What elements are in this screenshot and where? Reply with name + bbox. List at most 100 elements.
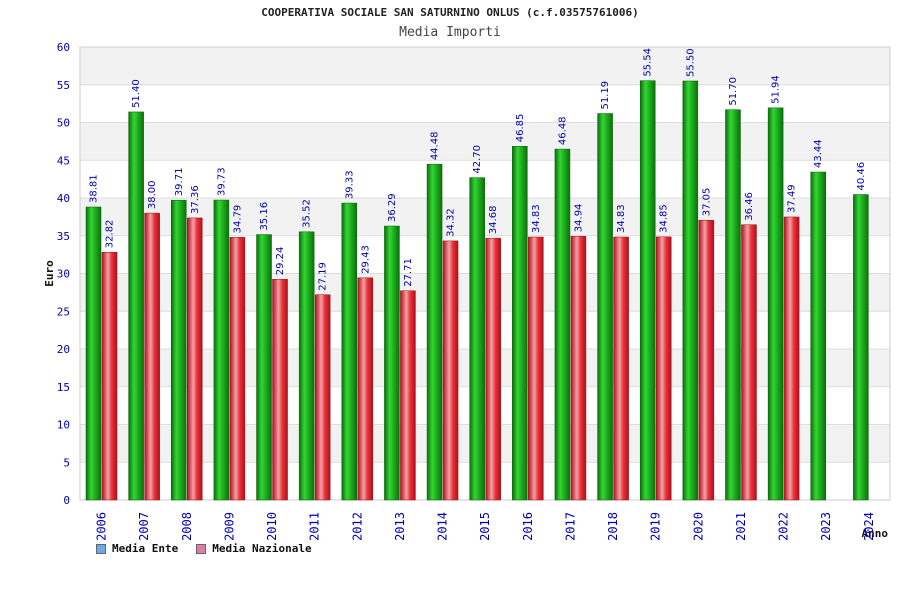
x-tick-label: 2011	[308, 512, 322, 541]
data-label-ente: 43.44	[813, 139, 824, 168]
bar-ente	[725, 109, 741, 501]
bar-nazionale	[783, 216, 800, 501]
chart-subtitle: Media Importi	[399, 25, 501, 40]
data-label-ente: 51.70	[728, 77, 739, 106]
y-axis-label: Euro	[43, 260, 56, 287]
bar-nazionale	[314, 294, 331, 501]
data-label-ente: 46.85	[515, 114, 526, 143]
y-tick-label: 0	[63, 494, 70, 507]
bar-ente	[85, 206, 102, 501]
bar-ente	[767, 107, 784, 501]
data-label-ente: 51.19	[600, 81, 611, 110]
y-tick-label: 45	[57, 154, 70, 167]
y-tick-label: 15	[57, 381, 70, 394]
bar-ente	[597, 113, 613, 501]
bar-ente	[469, 177, 485, 501]
y-tick-label: 30	[57, 268, 70, 281]
legend-label-ente: Media Ente	[112, 542, 179, 555]
grid-band	[80, 122, 890, 161]
data-label-nazionale: 29.24	[275, 247, 286, 276]
bar-ente	[853, 194, 869, 501]
x-tick-label: 2014	[436, 512, 450, 541]
legend: Media Ente Media Nazionale	[96, 542, 312, 555]
data-label-nazionale: 34.68	[488, 206, 499, 235]
bar-ente	[213, 199, 230, 501]
y-tick-label: 5	[63, 456, 70, 469]
data-label-nazionale: 32.82	[105, 220, 116, 249]
bar-nazionale	[741, 224, 757, 501]
data-label-ente: 46.48	[557, 116, 568, 145]
bar-ente	[298, 231, 315, 501]
y-tick-label: 25	[57, 305, 70, 318]
bar-ente	[128, 111, 144, 501]
data-label-nazionale: 34.83	[616, 204, 627, 233]
bar-nazionale	[400, 290, 416, 501]
x-tick-label: 2015	[478, 512, 492, 541]
y-tick-label: 50	[57, 117, 70, 130]
x-tick-label: 2010	[265, 512, 279, 541]
data-label-nazionale: 34.79	[232, 205, 243, 234]
bar-nazionale	[357, 277, 374, 501]
bar-ente	[810, 171, 826, 501]
bar-nazionale	[229, 237, 246, 501]
data-label-ente: 39.71	[174, 168, 185, 197]
data-label-nazionale: 34.32	[446, 208, 457, 237]
data-label-nazionale: 38.00	[147, 180, 158, 209]
data-label-ente: 38.81	[89, 174, 100, 203]
data-label-ente: 40.46	[856, 162, 867, 191]
bar-ente	[554, 148, 571, 501]
legend-item-ente: Media Ente	[96, 542, 178, 555]
data-label-nazionale: 36.46	[744, 192, 755, 221]
data-label-ente: 39.33	[344, 170, 355, 199]
y-tick-label: 40	[57, 192, 70, 205]
bar-nazionale	[485, 237, 501, 501]
bar-nazionale	[655, 236, 672, 501]
data-label-ente: 51.40	[131, 79, 142, 108]
data-label-ente: 42.70	[472, 145, 483, 174]
x-tick-label: 2020	[691, 512, 705, 541]
bar-nazionale	[442, 240, 459, 501]
x-tick-label: 2012	[350, 512, 364, 541]
x-tick-label: 2022	[777, 512, 791, 541]
y-tick-label: 55	[57, 79, 70, 92]
data-label-nazionale: 29.43	[360, 245, 371, 274]
x-tick-label: 2019	[649, 512, 663, 541]
bar-nazionale	[101, 251, 118, 501]
bar-ente	[682, 80, 699, 501]
data-label-nazionale: 37.36	[190, 185, 201, 214]
x-tick-label: 2021	[734, 512, 748, 541]
y-tick-label: 35	[57, 230, 70, 243]
bar-ente	[171, 199, 187, 501]
data-label-nazionale: 34.94	[573, 204, 584, 233]
bar-nazionale	[613, 236, 629, 501]
data-label-ente: 51.94	[771, 75, 782, 104]
data-label-nazionale: 27.19	[318, 262, 329, 291]
y-tick-label: 20	[57, 343, 70, 356]
data-label-nazionale: 34.83	[531, 204, 542, 233]
x-tick-label: 2023	[819, 512, 833, 541]
legend-item-nazionale: Media Nazionale	[196, 542, 312, 555]
data-label-ente: 55.54	[643, 48, 654, 77]
bar-ente	[512, 146, 528, 501]
data-label-nazionale: 34.85	[659, 204, 670, 233]
bar-nazionale	[144, 212, 160, 501]
x-tick-label: 2007	[137, 512, 151, 541]
data-label-ente: 35.16	[259, 202, 270, 231]
x-tick-label: 2008	[180, 512, 194, 541]
bar-ente	[341, 202, 358, 501]
x-tick-label: 2006	[95, 512, 109, 541]
x-tick-label: 2016	[521, 512, 535, 541]
bar-ente	[256, 234, 272, 501]
plot-frame	[79, 46, 891, 501]
bar-nazionale	[187, 217, 203, 501]
bar-nazionale	[698, 220, 715, 501]
legend-label-nazionale: Media Nazionale	[212, 542, 312, 555]
bar-nazionale	[272, 278, 288, 501]
data-label-ente: 35.52	[302, 199, 313, 228]
x-tick-label: 2024	[862, 512, 876, 541]
x-axis-label: Anno	[862, 527, 889, 540]
data-label-nazionale: 37.05	[701, 188, 712, 217]
bar-ente	[384, 225, 400, 501]
